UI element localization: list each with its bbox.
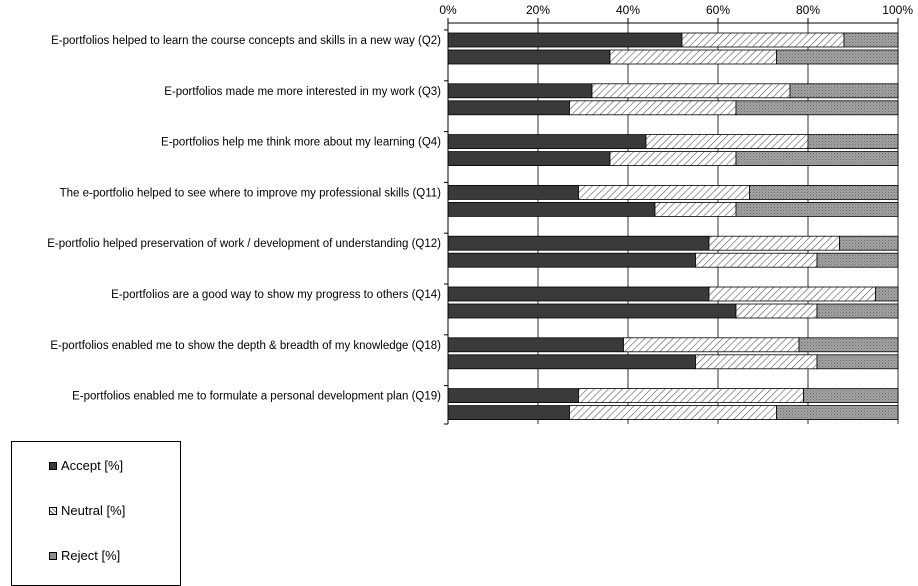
bar-segment-reject [803,388,899,404]
bar-segment-accept [447,201,656,217]
category-label: E-portfolios are a good way to show my p… [111,289,441,301]
bar-segment-reject [735,201,899,217]
bar-segment-neutral [609,151,737,167]
bar-segment-accept [447,49,611,65]
x-axis-ticks: 0% 20% 40% 60% 80% 100% [439,3,913,23]
category-label: E-portfolio helped preservation of work … [47,238,441,250]
category-label: E-portfolios made me more interested in … [164,86,441,98]
category-label: E-portfolios helped to learn the course … [51,35,441,47]
x-tick-label: 80% [796,3,820,17]
bar-segment-reject [776,405,899,421]
bar-segment-neutral [695,354,818,370]
bar-segment-accept [447,388,579,404]
bar-segment-accept [447,286,710,302]
legend-label-reject: Reject [%] [61,548,121,563]
bar-segment-reject [843,32,899,48]
bar-segment-accept [447,235,710,251]
bar-segment-neutral [609,49,777,65]
category-label: E-portfolios enabled me to show the dept… [50,340,441,352]
bar-segment-reject [807,134,899,150]
category-label: E-portfolios enabled me to formulate a p… [72,391,441,403]
bar-segment-reject [875,286,899,302]
bar-segment-reject [798,337,899,353]
bar-segment-reject [816,252,899,268]
legend-swatch-neutral [49,506,57,515]
bar-segment-neutral [735,303,818,319]
bar-segment-accept [447,252,696,268]
bar-segment-neutral [645,134,809,150]
x-tick-label: 0% [439,3,457,17]
bar-segment-neutral [569,405,777,421]
x-tick-label: 100% [882,3,913,17]
category-label: The e-portfolio helped to see where to i… [60,187,442,199]
legend-item-reject: Reject [%] [49,548,120,563]
bar-segment-accept [447,354,696,370]
bar-segment-neutral [708,286,876,302]
bars [447,32,899,421]
x-tick-label: 40% [616,3,640,17]
bar-segment-reject [816,303,899,319]
category-labels: E-portfolios helped to learn the course … [47,29,448,425]
legend-label-accept: Accept [%] [61,458,124,473]
bar-segment-accept [447,100,570,116]
bar-segment-reject [735,100,899,116]
x-tick-label: 20% [526,3,550,17]
bar-segment-neutral [569,100,737,116]
stacked-bar-chart: 0% 20% 40% 60% 80% 100% E-portfolios helped t… [47,3,913,425]
legend-label-neutral: Neutral [%] [61,503,126,518]
bar-segment-neutral [654,201,737,217]
legend-item-accept: Accept [%] [49,458,123,473]
bar-segment-reject [776,49,899,65]
bar-segment-reject [789,83,899,99]
bar-segment-reject [839,235,899,251]
bar-segment-accept [447,83,593,99]
bar-segment-neutral [681,32,845,48]
bar-segment-reject [816,354,899,370]
bar-segment-accept [447,184,579,200]
bar-segment-neutral [591,83,791,99]
bar-segment-reject [749,184,899,200]
legend-swatch-accept [49,461,57,470]
bar-segment-neutral [708,235,840,251]
x-tick-label: 60% [706,3,730,17]
legend-swatch-reject [49,551,57,560]
bar-segment-accept [447,134,647,150]
bar-segment-reject [735,151,899,167]
bar-segment-accept [447,151,611,167]
bar-segment-neutral [623,337,800,353]
legend-item-neutral: Neutral [%] [49,503,125,518]
category-label: E-portfolios help me think more about my… [161,137,441,149]
bar-segment-neutral [578,388,804,404]
legend: Accept [%] Neutral [%] Reject [%] [11,441,181,586]
bar-segment-accept [447,337,624,353]
bar-segment-neutral [578,184,750,200]
bar-segment-neutral [695,252,818,268]
bar-segment-accept [447,32,683,48]
bar-segment-accept [447,303,737,319]
bar-segment-accept [447,405,570,421]
